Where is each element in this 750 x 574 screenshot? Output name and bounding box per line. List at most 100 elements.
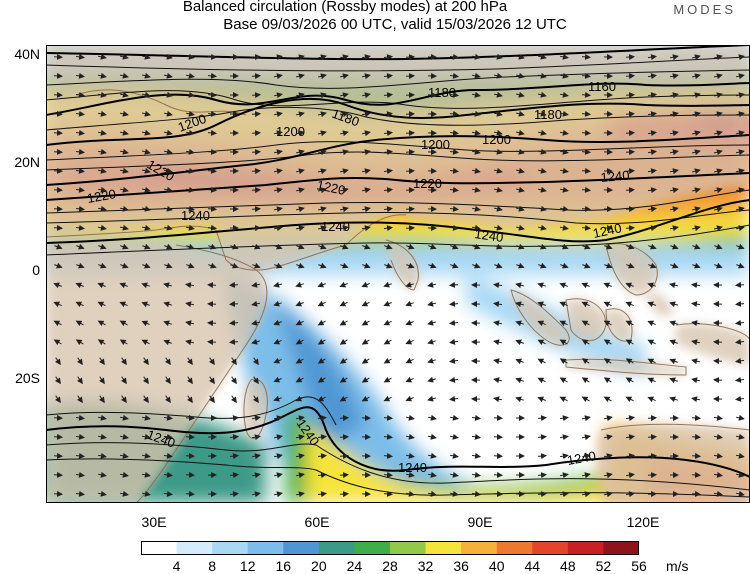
wind-arrow	[647, 491, 657, 498]
wind-arrow	[295, 206, 305, 213]
wind-arrow	[339, 491, 349, 498]
wind-arrow	[493, 167, 503, 174]
wind-arrow	[164, 262, 173, 269]
contour-label: 1240	[181, 208, 210, 223]
wind-arrow	[142, 433, 151, 440]
wind-arrow	[142, 262, 151, 269]
wind-arrow	[449, 72, 459, 79]
wind-arrow	[208, 357, 215, 366]
wind-arrow	[493, 72, 503, 79]
wind-arrow	[626, 262, 635, 269]
wind-arrow	[669, 282, 679, 289]
wind-arrow	[339, 300, 348, 307]
wind-arrow	[625, 377, 634, 384]
wind-arrow	[339, 415, 349, 422]
wind-arrow	[273, 453, 283, 460]
map-title: Balanced circulation (Rossby modes) at 2…	[182, 0, 508, 15]
wind-arrow	[163, 282, 173, 289]
colorbar-swatch	[603, 541, 639, 555]
wind-arrow	[383, 471, 393, 478]
wind-arrow	[450, 433, 459, 440]
wind-arrow	[75, 129, 85, 136]
wind-arrow	[603, 358, 612, 365]
wind-arrow	[493, 301, 503, 308]
wind-arrow	[229, 415, 239, 422]
wind-arrow	[471, 433, 481, 440]
wind-arrow	[163, 110, 173, 117]
wind-arrow	[735, 395, 745, 402]
wind-arrow	[471, 110, 481, 117]
wind-arrow	[538, 262, 547, 269]
wind-arrow	[339, 434, 349, 441]
wind-arrow	[53, 320, 62, 327]
wind-arrow	[713, 92, 723, 99]
wind-arrow	[251, 225, 261, 232]
wind-arrow	[581, 491, 591, 498]
streamline	[46, 209, 750, 225]
wind-arrow	[427, 395, 437, 402]
wind-arrow	[714, 243, 723, 250]
wind-arrow	[75, 471, 85, 478]
wind-arrow	[647, 111, 657, 118]
wind-arrow	[560, 224, 569, 231]
wind-arrow	[647, 73, 657, 80]
wind-arrow	[471, 53, 481, 60]
wind-arrow	[560, 262, 569, 269]
wind-arrow	[163, 72, 173, 79]
wind-arrow	[384, 262, 393, 269]
colorbar-tick-label: 12	[239, 558, 256, 574]
wind-arrow	[207, 72, 217, 79]
lat-label-20n: 20N	[14, 154, 40, 170]
wind-arrow	[208, 262, 217, 269]
wind-arrow	[625, 111, 635, 118]
wind-arrow	[273, 472, 283, 479]
colorbar-tick-label: 8	[208, 558, 217, 574]
wind-arrow	[251, 187, 261, 194]
wind-arrow	[669, 111, 679, 118]
wind-arrow	[493, 433, 503, 440]
wind-arrow	[251, 168, 261, 175]
wind-arrow	[207, 167, 217, 174]
wind-arrow	[691, 320, 700, 327]
wind-arrow	[493, 471, 503, 478]
wind-arrow	[493, 224, 503, 231]
wind-arrow	[229, 453, 239, 460]
contour-label: 1220	[86, 186, 117, 206]
wind-arrow	[625, 453, 635, 460]
wind-arrow	[647, 282, 656, 289]
wind-arrow	[75, 452, 85, 459]
wind-arrow	[295, 149, 305, 156]
wind-arrow	[97, 167, 107, 174]
wind-map[interactable]: 1160 1180 1180 1180 1200 1200 1200 1200 …	[46, 45, 750, 503]
wind-arrow	[713, 168, 723, 175]
wind-arrow	[691, 111, 701, 118]
wind-arrow	[340, 262, 349, 269]
wind-arrow	[537, 205, 547, 212]
wind-arrow	[581, 72, 591, 79]
wind-arrow	[317, 187, 327, 194]
wind-arrow	[625, 491, 635, 498]
colorbar-swatch	[283, 541, 320, 555]
wind-arrow	[450, 414, 459, 421]
wind-arrow	[537, 377, 546, 384]
wind-arrow	[142, 376, 149, 385]
wind-arrow	[251, 206, 261, 213]
wind-arrow	[383, 452, 393, 459]
wind-arrow	[230, 262, 239, 269]
wind-arrow	[713, 452, 723, 459]
colorbar-tick-label: 32	[417, 558, 434, 574]
wind-arrow	[692, 262, 701, 269]
colorbar-swatch	[212, 541, 249, 555]
wind-arrow	[229, 472, 239, 479]
wind-arrow	[75, 433, 85, 440]
wind-arrow	[537, 320, 546, 327]
lat-label-40n: 40N	[14, 46, 40, 62]
wind-arrow	[317, 472, 327, 479]
wind-arrow	[142, 414, 151, 421]
colorbar-swatch	[318, 541, 355, 555]
wind-arrow	[713, 490, 723, 497]
wind-arrow	[339, 149, 349, 156]
wind-arrow	[735, 54, 745, 61]
wind-arrow	[735, 300, 745, 307]
wind-arrow	[339, 357, 348, 364]
